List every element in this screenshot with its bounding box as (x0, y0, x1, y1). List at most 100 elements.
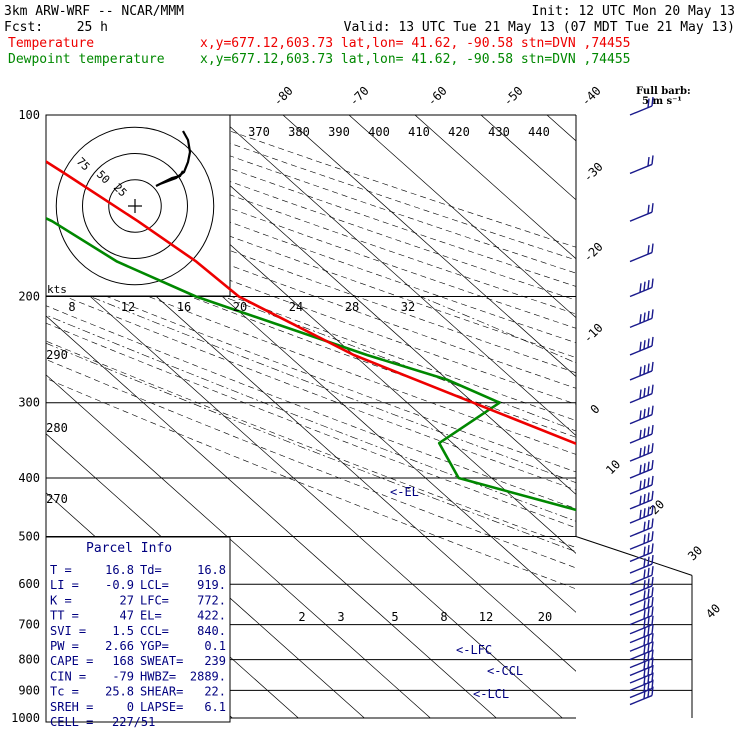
theta-label: 400 (368, 125, 390, 139)
hodograph-speed-label: 12 (121, 300, 135, 314)
parcel-value: 2889. (190, 669, 226, 683)
parcel-key: LCL= (140, 578, 169, 592)
parcel-value: 239 (204, 654, 226, 668)
parcel-value: 47 (120, 609, 134, 623)
isotherm-label: -60 (425, 84, 450, 109)
isotherm-label: -70 (347, 84, 372, 109)
pressure-tick-label: 1000 (11, 711, 40, 725)
wind-barb (629, 243, 654, 263)
parcel-value: 27 (120, 593, 134, 607)
theta-label: 440 (528, 125, 550, 139)
parcel-key: CCL= (140, 624, 169, 638)
dry-adiabat (46, 322, 576, 529)
theta-label: 420 (448, 125, 470, 139)
parcel-value: 0.1 (204, 639, 226, 653)
dry-adiabat (46, 181, 576, 374)
theta-label: 390 (328, 125, 350, 139)
wind-barb (629, 555, 654, 574)
wind-barb (629, 606, 654, 626)
mixing-ratio-label: 2 (298, 610, 305, 624)
parcel-value: 1.5 (112, 624, 134, 638)
parcel-title: Parcel Info (86, 541, 172, 556)
pressure-tick-label: 700 (18, 618, 40, 632)
wind-barbs (629, 96, 654, 706)
dewpoint-info: x,y=677.12,603.73 lat,lon= 41.62, -90.58… (200, 52, 630, 67)
level-annotation: <-CCL (487, 664, 523, 678)
valid-time: Valid: 13 UTC Tue 21 May 13 (07 MDT Tue … (344, 20, 735, 35)
isotherm-line (216, 115, 576, 437)
moist-adiabat (223, 296, 576, 432)
wind-barb (629, 278, 654, 298)
isotherm-label: -10 (581, 321, 606, 346)
isotherm-line (613, 115, 740, 718)
parcel-key: SREH = (50, 700, 93, 714)
theta-label: 380 (288, 125, 310, 139)
wind-barb (629, 596, 654, 616)
wind-barb (629, 518, 654, 538)
theta-left-label: 280 (46, 421, 68, 435)
mixing-ratio-label: 5 (391, 610, 398, 624)
wind-barb (629, 424, 654, 444)
parcel-key: Tc = (50, 685, 79, 699)
isotherm-line (46, 433, 365, 719)
dry-adiabat (46, 340, 576, 548)
init-time: Init: 12 UTC Mon 20 May 13 (532, 4, 736, 19)
parcel-key: SVI = (50, 624, 86, 638)
dry-adiabat (46, 224, 576, 421)
wind-barb (629, 490, 654, 510)
isotherm-line (679, 115, 740, 718)
parcel-value: -0.9 (105, 578, 134, 592)
parcel-key: LI = (50, 578, 79, 592)
isotherm-line (46, 374, 431, 719)
parcel-key: HWBZ= (140, 669, 176, 683)
wind-barb (629, 543, 654, 563)
wind-barb (629, 443, 654, 462)
isotherm-label: -40 (579, 84, 604, 109)
isotherm-label: -80 (271, 84, 296, 109)
hodograph-speed-label: 28 (345, 300, 359, 314)
sounding-profiles (46, 160, 576, 512)
hodograph-kts-label: kts (47, 283, 67, 296)
level-annotation: <-LCL (473, 687, 509, 701)
parcel-key: SHEAR= (140, 685, 183, 699)
isotherm-line (480, 115, 576, 201)
isotherm-line (150, 115, 576, 495)
level-annotation: <-EL (390, 485, 419, 499)
isotherm-line (414, 115, 576, 260)
mixing-ratio-label: 20 (538, 610, 552, 624)
parcel-key: Td= (140, 563, 162, 577)
parcel-value: 422. (197, 609, 226, 623)
hodograph-speed-label: 32 (401, 300, 415, 314)
dry-adiabat (46, 210, 576, 405)
hodograph-speed-label: 16 (177, 300, 191, 314)
model-title: 3km ARW-WRF -- NCAR/MMM (4, 4, 184, 19)
moist-adiabat (46, 342, 576, 552)
wind-barb (629, 531, 654, 550)
hodograph-ring (55, 126, 215, 286)
parcel-key: YGP= (140, 639, 169, 653)
dry-adiabat (46, 288, 576, 491)
wind-barb (629, 686, 654, 706)
wind-barb (629, 384, 654, 404)
parcel-key: LFC= (140, 593, 169, 607)
pressure-tick-label: 100 (18, 108, 40, 122)
hodograph-ring (108, 179, 162, 233)
isotherm-line (348, 115, 576, 319)
parcel-cell-value: 227/51 (112, 715, 155, 729)
dewpoint-legend: Dewpoint temperature (8, 52, 165, 67)
parcel-value: 22. (204, 685, 226, 699)
hodograph-speed-label: 24 (289, 300, 303, 314)
theta-label: 370 (248, 125, 270, 139)
hodograph-ring (82, 153, 188, 259)
parcel-value: 919. (197, 578, 226, 592)
parcel-value: 16.8 (197, 563, 226, 577)
mixing-ratio-label: 12 (479, 610, 493, 624)
isotherm-label: 10 (603, 457, 623, 477)
dry-adiabat (149, 115, 576, 261)
parcel-value: 772. (197, 593, 226, 607)
barb-legend-title: Full barb: (636, 86, 691, 97)
wind-barb (629, 576, 654, 596)
parcel-key: CAPE = (50, 654, 93, 668)
dry-adiabat (46, 305, 576, 509)
